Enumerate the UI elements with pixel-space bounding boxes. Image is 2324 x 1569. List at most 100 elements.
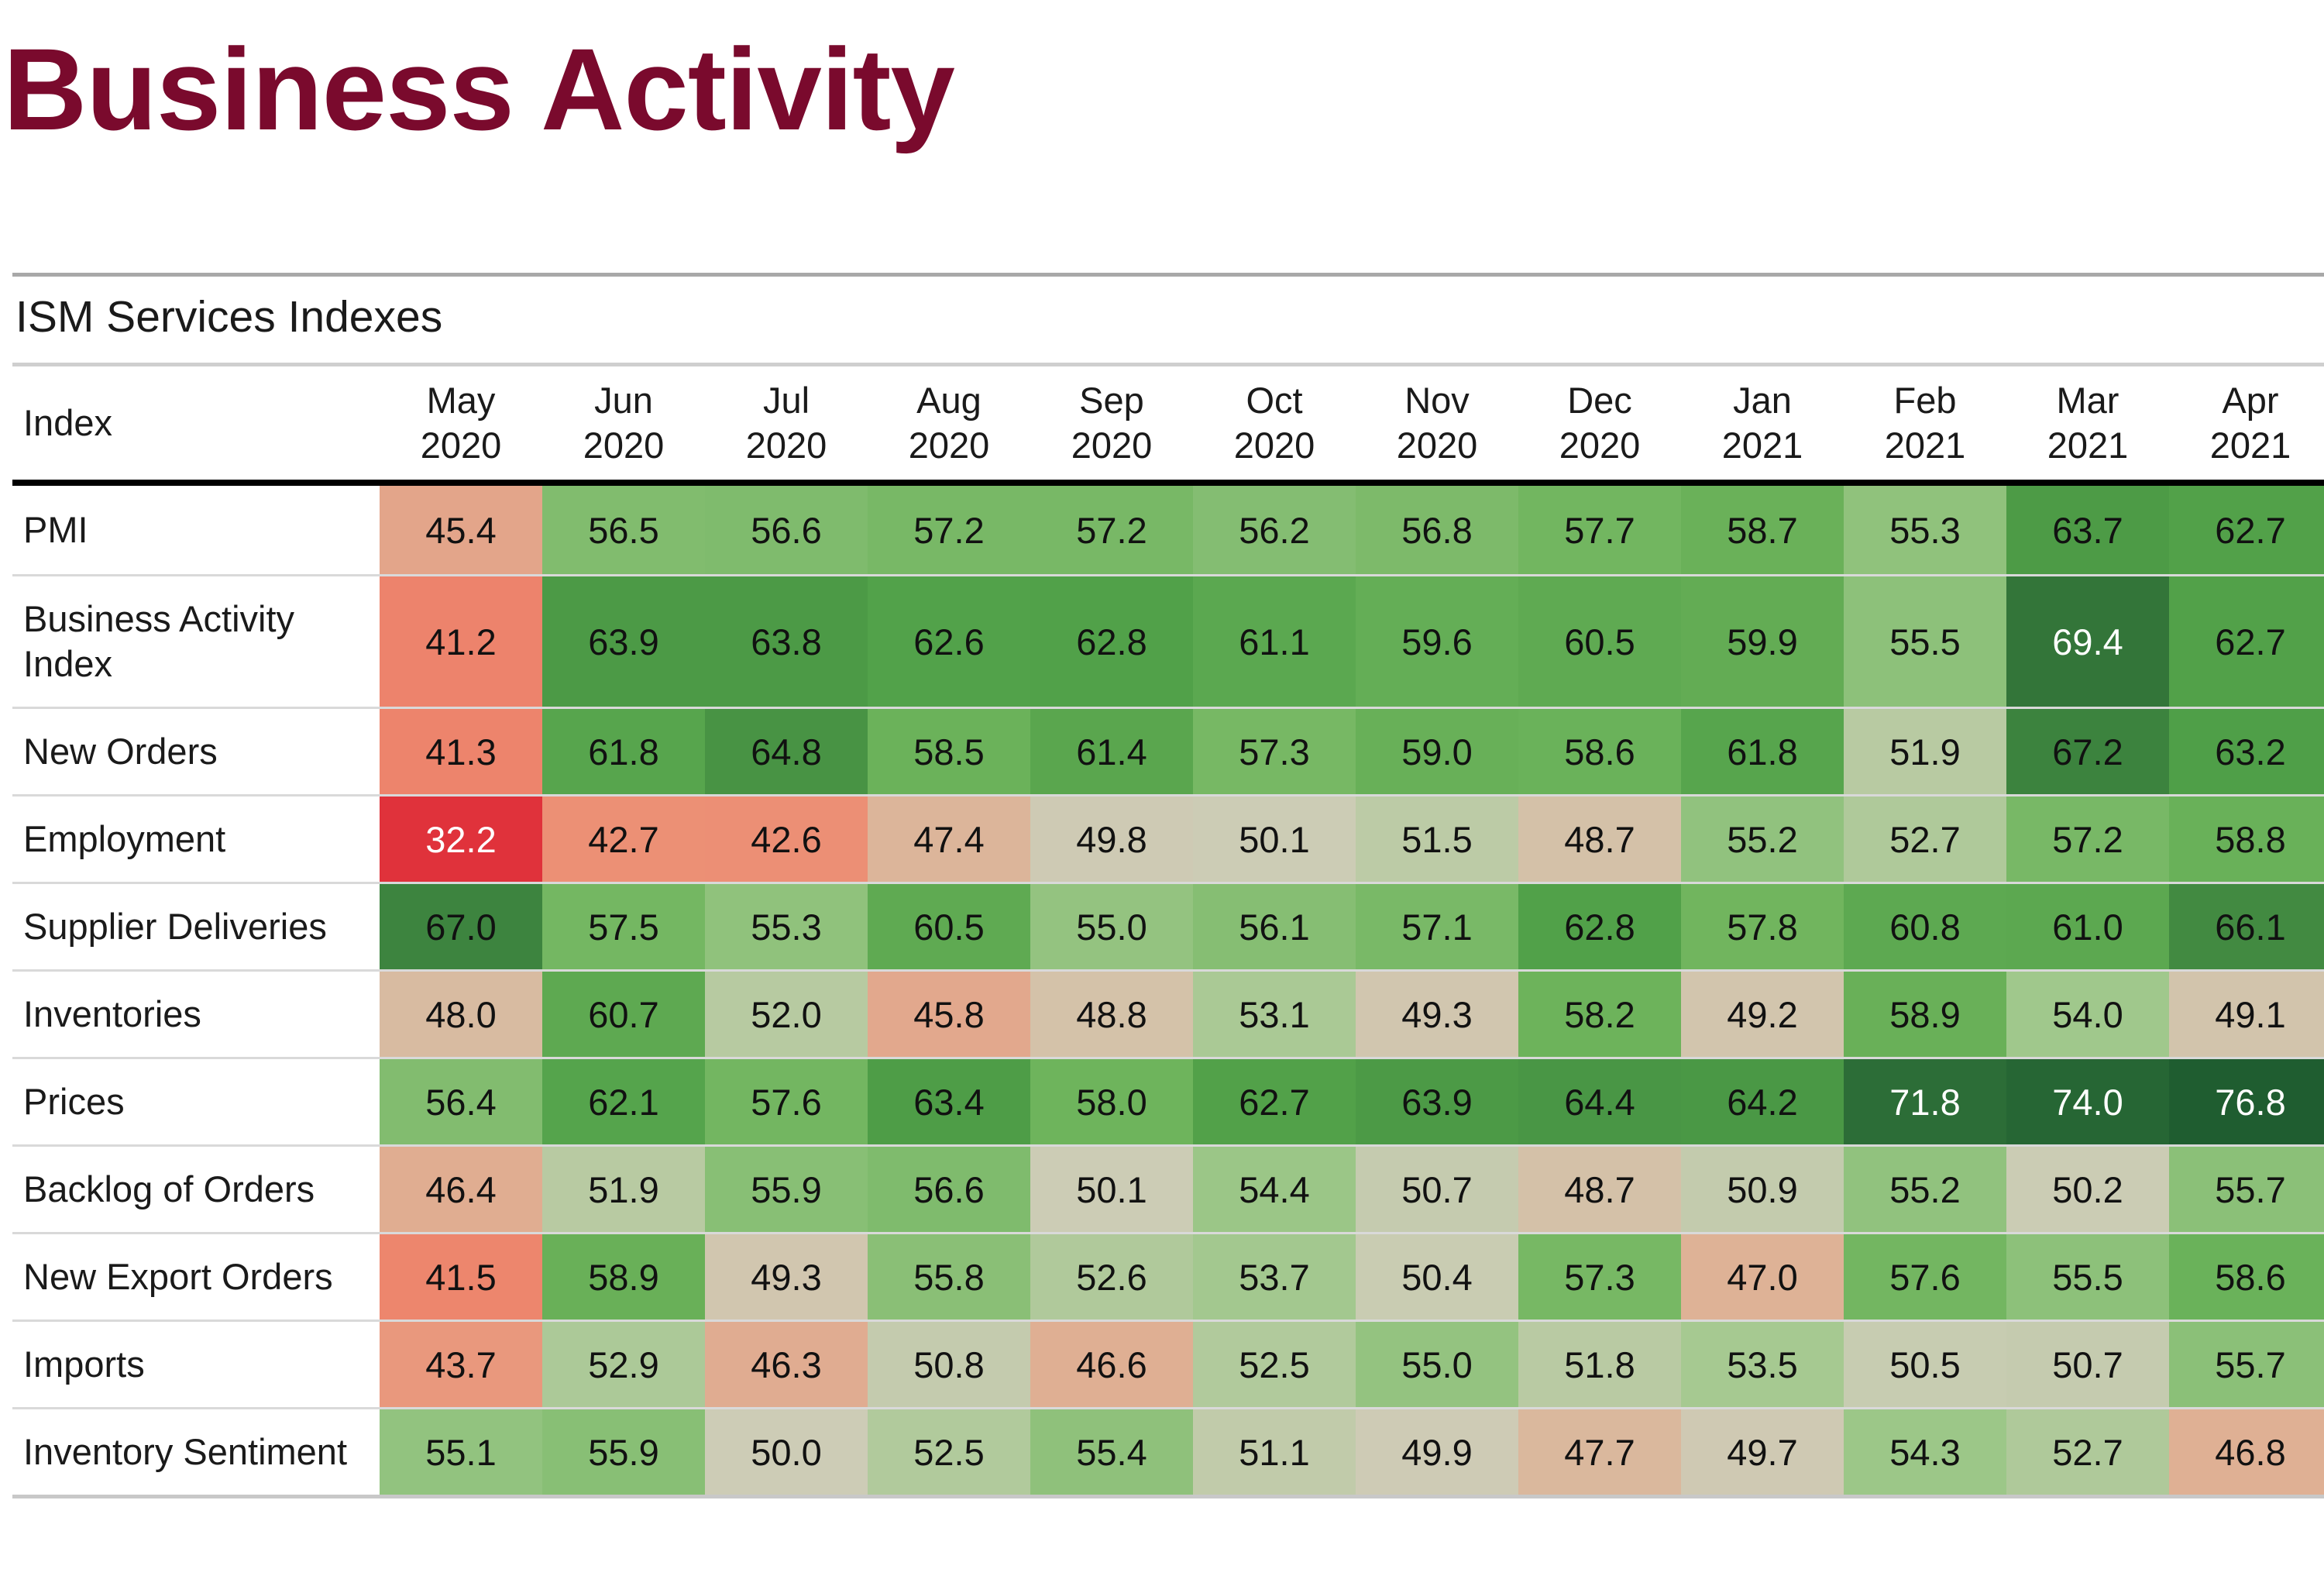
- heatmap-cell: 63.2: [2169, 707, 2324, 797]
- heatmap-cell: 50.5: [1844, 1320, 2006, 1409]
- heatmap-cell: 53.1: [1193, 970, 1356, 1059]
- column-header-month: Jan 2021: [1681, 366, 1844, 486]
- heatmap-cell: 43.7: [380, 1320, 542, 1409]
- heatmap-cell: 61.8: [1681, 707, 1844, 797]
- heatmap-cell: 61.4: [1030, 707, 1193, 797]
- heatmap-cell: 60.7: [542, 970, 705, 1059]
- column-header-year-label: 2021: [2209, 425, 2291, 466]
- column-header-month-label: Jul: [762, 380, 810, 421]
- table-row: Supplier Deliveries 67.0 57.5 55.3 60.5 55.0 5…: [12, 883, 2324, 972]
- table-row: Backlog of Orders 46.4 51.9 55.9 56.6 50.1 54.…: [12, 1145, 2324, 1234]
- page-title: Business Activity: [3, 24, 955, 154]
- heatmap-cell: 51.8: [1518, 1320, 1681, 1409]
- heatmap-cell: 64.2: [1681, 1058, 1844, 1147]
- column-header-month-label: Aug: [916, 380, 982, 421]
- heatmap-cell: 45.4: [380, 483, 542, 576]
- heatmap-cell: 50.0: [705, 1408, 868, 1498]
- heatmap-cell: 57.3: [1518, 1233, 1681, 1322]
- heatmap-cell: 49.2: [1681, 970, 1844, 1059]
- heatmap-cell: 59.0: [1356, 707, 1518, 797]
- row-label: New Export Orders: [12, 1233, 380, 1322]
- heatmap-cell: 50.8: [868, 1320, 1030, 1409]
- heatmap-cell: 61.1: [1193, 575, 1356, 709]
- heatmap-cell: 48.0: [380, 970, 542, 1059]
- heatmap-cell: 62.6: [868, 575, 1030, 709]
- heatmap-cell: 58.0: [1030, 1058, 1193, 1147]
- column-header-month-label: Nov: [1404, 380, 1470, 421]
- row-label: Supplier Deliveries: [12, 883, 380, 972]
- heatmap-cell: 49.3: [1356, 970, 1518, 1059]
- heatmap-cell: 63.7: [2006, 483, 2169, 576]
- heatmap-cell: 54.0: [2006, 970, 2169, 1059]
- row-label: Inventories: [12, 970, 380, 1059]
- heatmap-cell: 55.5: [1844, 575, 2006, 709]
- heatmap-cell: 55.5: [2006, 1233, 2169, 1322]
- heatmap-cell: 42.7: [542, 795, 705, 884]
- heatmap-cell: 46.8: [2169, 1408, 2324, 1498]
- heatmap-cell: 58.7: [1681, 483, 1844, 576]
- column-header-month-label: Feb: [1893, 380, 1957, 421]
- heatmap-cell: 51.9: [1844, 707, 2006, 797]
- heatmap-cell: 67.0: [380, 883, 542, 972]
- column-header-month-label: Sep: [1079, 380, 1144, 421]
- column-header-month-label: Jan: [1733, 380, 1792, 421]
- column-header-month: Oct 2020: [1193, 366, 1356, 486]
- heatmap-cell: 49.8: [1030, 795, 1193, 884]
- heatmap-cell: 63.4: [868, 1058, 1030, 1147]
- heatmap-cell: 62.7: [2169, 575, 2324, 709]
- heatmap-cell: 62.8: [1518, 883, 1681, 972]
- column-header-year-label: 2020: [1071, 425, 1153, 466]
- heatmap-cell: 64.4: [1518, 1058, 1681, 1147]
- heatmap-cell: 58.8: [2169, 795, 2324, 884]
- heatmap-cell: 42.6: [705, 795, 868, 884]
- column-header-month-label: Jun: [594, 380, 653, 421]
- column-header-month: Jun 2020: [542, 366, 705, 486]
- heatmap-cell: 63.9: [542, 575, 705, 709]
- column-header-month: Aug 2020: [868, 366, 1030, 486]
- heatmap-cell: 56.6: [868, 1145, 1030, 1234]
- column-header-year-label: 2020: [420, 425, 502, 466]
- row-label: Imports: [12, 1320, 380, 1409]
- heatmap-cell: 47.7: [1518, 1408, 1681, 1498]
- table-row: Employment 32.2 42.7 42.6 47.4 49.8 50.1 51.5 48…: [12, 795, 2324, 884]
- column-header-year-label: 2020: [908, 425, 990, 466]
- heatmap-cell: 69.4: [2006, 575, 2169, 709]
- heatmap-cell: 63.9: [1356, 1058, 1518, 1147]
- column-header-month-label: May: [426, 380, 496, 421]
- heatmap-cell: 51.5: [1356, 795, 1518, 884]
- heatmap-cell: 50.9: [1681, 1145, 1844, 1234]
- heatmap-cell: 58.6: [2169, 1233, 2324, 1322]
- heatmap-cell: 55.7: [2169, 1145, 2324, 1234]
- heatmap-cell: 57.6: [1844, 1233, 2006, 1322]
- heatmap-cell: 63.8: [705, 575, 868, 709]
- column-header-month-label: Dec: [1567, 380, 1632, 421]
- table-title: ISM Services Indexes: [15, 292, 443, 342]
- heatmap-cell: 46.6: [1030, 1320, 1193, 1409]
- row-label: Business Activity Index: [12, 575, 380, 709]
- heatmap-cell: 53.5: [1681, 1320, 1844, 1409]
- heatmap-cell: 55.4: [1030, 1408, 1193, 1498]
- heatmap-cell: 49.9: [1356, 1408, 1518, 1498]
- heatmap-cell: 54.4: [1193, 1145, 1356, 1234]
- column-header-year-label: 2020: [1396, 425, 1478, 466]
- column-header-month: Feb 2021: [1844, 366, 2006, 486]
- table-top-rule: [12, 273, 2324, 277]
- heatmap-cell: 50.7: [1356, 1145, 1518, 1234]
- row-label: PMI: [12, 483, 380, 576]
- heatmap-cell: 57.3: [1193, 707, 1356, 797]
- row-label: Prices: [12, 1058, 380, 1147]
- heatmap-cell: 60.5: [868, 883, 1030, 972]
- heatmap-cell: 57.8: [1681, 883, 1844, 972]
- heatmap-cell: 76.8: [2169, 1058, 2324, 1147]
- column-header-month: May 2020: [380, 366, 542, 486]
- heatmap-cell: 55.9: [542, 1408, 705, 1498]
- heatmap-cell: 52.0: [705, 970, 868, 1059]
- table-header-row: Index May 2020 Jun 2020 Jul 2020 Aug 2020 Sep 202…: [12, 366, 2324, 486]
- column-header-year-label: 2020: [745, 425, 827, 466]
- column-header-year-label: 2021: [1721, 425, 1803, 466]
- heatmap-cell: 56.4: [380, 1058, 542, 1147]
- heatmap-cell: 56.1: [1193, 883, 1356, 972]
- table-row: New Orders 41.3 61.8 64.8 58.5 61.4 57.3 59.0 58…: [12, 707, 2324, 797]
- table-row: Business Activity Index 41.2 63.9 63.8 62.6 6…: [12, 575, 2324, 709]
- row-label: Employment: [12, 795, 380, 884]
